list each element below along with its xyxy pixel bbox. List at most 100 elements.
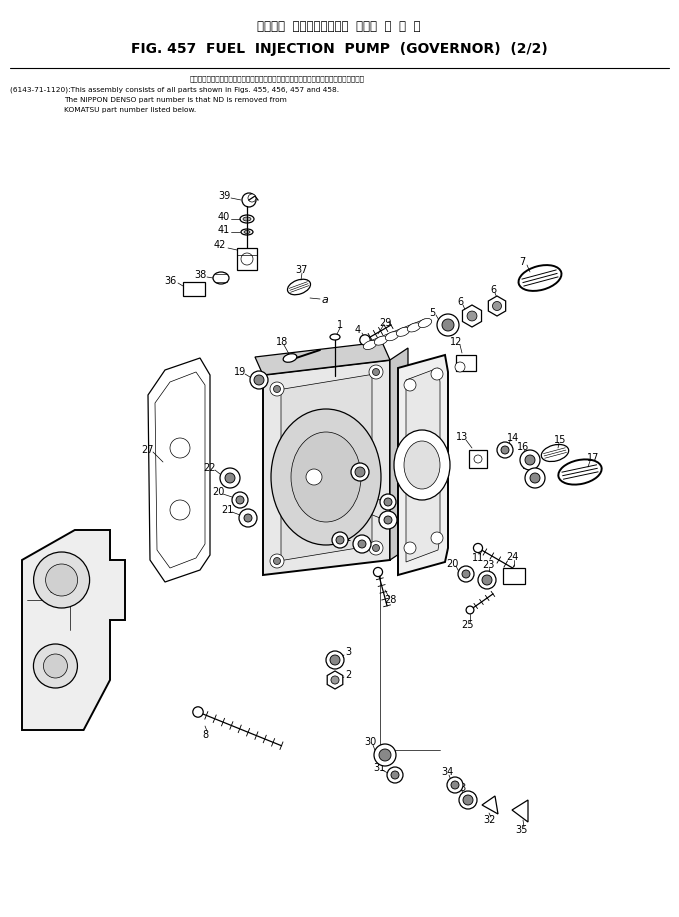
Text: 30: 30 <box>364 737 376 747</box>
Text: 8: 8 <box>202 730 208 740</box>
Polygon shape <box>281 374 372 560</box>
Bar <box>456 355 476 371</box>
Polygon shape <box>482 796 498 814</box>
Circle shape <box>467 311 477 321</box>
Circle shape <box>358 540 366 548</box>
Text: 18: 18 <box>276 337 288 347</box>
Circle shape <box>482 575 492 585</box>
Text: 34: 34 <box>441 767 453 777</box>
Circle shape <box>384 516 392 524</box>
Text: 25: 25 <box>462 620 474 630</box>
Circle shape <box>473 544 483 553</box>
Circle shape <box>336 536 344 544</box>
Text: 38: 38 <box>194 270 206 280</box>
Text: 26: 26 <box>316 528 328 538</box>
Text: 42: 42 <box>214 240 226 250</box>
Circle shape <box>274 385 280 392</box>
Text: 20: 20 <box>212 487 224 497</box>
Text: a: a <box>322 295 329 305</box>
Circle shape <box>330 655 340 665</box>
Circle shape <box>43 654 67 678</box>
Circle shape <box>241 253 253 265</box>
Polygon shape <box>488 296 506 316</box>
Circle shape <box>254 375 264 385</box>
Circle shape <box>501 446 509 454</box>
Circle shape <box>33 552 90 608</box>
Circle shape <box>497 442 513 458</box>
Text: 19: 19 <box>349 451 361 461</box>
Circle shape <box>250 371 268 389</box>
Polygon shape <box>22 530 125 730</box>
Text: a: a <box>308 483 316 496</box>
Circle shape <box>458 566 474 582</box>
Circle shape <box>373 545 380 551</box>
Circle shape <box>387 767 403 783</box>
Ellipse shape <box>271 409 381 545</box>
Circle shape <box>45 564 77 596</box>
Text: フェエル  インジェクション  ポンプ  ガ  バ  ナ: フェエル インジェクション ポンプ ガ バ ナ <box>257 20 421 33</box>
Circle shape <box>170 500 190 520</box>
Text: 35: 35 <box>516 825 528 835</box>
Bar <box>237 248 257 270</box>
Circle shape <box>478 571 496 589</box>
Text: 13: 13 <box>456 432 468 442</box>
Text: KOMATSU part number listed below.: KOMATSU part number listed below. <box>64 107 196 113</box>
Circle shape <box>353 535 371 553</box>
Circle shape <box>455 362 465 372</box>
Ellipse shape <box>394 430 450 500</box>
Ellipse shape <box>287 280 310 294</box>
Ellipse shape <box>418 318 432 327</box>
Ellipse shape <box>241 229 253 235</box>
Ellipse shape <box>407 323 421 332</box>
Circle shape <box>306 469 322 485</box>
Text: 5: 5 <box>429 308 435 318</box>
Text: 6: 6 <box>490 285 496 295</box>
Text: 20: 20 <box>446 559 458 569</box>
Circle shape <box>525 455 535 465</box>
Ellipse shape <box>283 354 297 362</box>
Text: 32: 32 <box>484 815 496 825</box>
Text: 27: 27 <box>142 445 154 455</box>
Text: 23: 23 <box>482 560 494 570</box>
Circle shape <box>369 541 383 555</box>
Circle shape <box>492 302 502 311</box>
Circle shape <box>474 455 482 463</box>
Ellipse shape <box>243 217 251 221</box>
Circle shape <box>274 558 280 565</box>
Text: 4: 4 <box>355 325 361 335</box>
Circle shape <box>466 606 474 613</box>
Text: 40: 40 <box>218 212 230 222</box>
Circle shape <box>379 511 397 529</box>
Circle shape <box>379 749 391 761</box>
Circle shape <box>462 570 470 578</box>
Bar <box>183 282 205 296</box>
Circle shape <box>270 554 284 568</box>
Text: 19: 19 <box>234 367 246 377</box>
Circle shape <box>355 467 365 477</box>
Circle shape <box>391 771 399 779</box>
Text: 7: 7 <box>519 257 525 267</box>
Circle shape <box>442 319 454 331</box>
Text: 27: 27 <box>49 585 61 595</box>
Polygon shape <box>255 342 390 375</box>
Circle shape <box>520 450 540 470</box>
Circle shape <box>332 532 348 548</box>
Text: 15: 15 <box>554 435 566 445</box>
Text: 39: 39 <box>218 191 230 201</box>
Text: 16: 16 <box>517 442 529 452</box>
Text: The NIPPON DENSO part number is that ND is removed from: The NIPPON DENSO part number is that ND … <box>64 97 287 103</box>
Polygon shape <box>398 355 448 575</box>
Ellipse shape <box>541 445 569 461</box>
Circle shape <box>331 676 339 684</box>
Polygon shape <box>390 348 408 560</box>
Text: 28: 28 <box>384 595 396 605</box>
Ellipse shape <box>404 441 440 489</box>
Text: 24: 24 <box>506 552 518 562</box>
Ellipse shape <box>240 215 254 223</box>
Circle shape <box>369 365 383 379</box>
Circle shape <box>220 468 240 488</box>
Circle shape <box>244 514 252 522</box>
Text: 1: 1 <box>337 320 343 330</box>
Circle shape <box>530 473 540 483</box>
Bar <box>469 450 487 468</box>
